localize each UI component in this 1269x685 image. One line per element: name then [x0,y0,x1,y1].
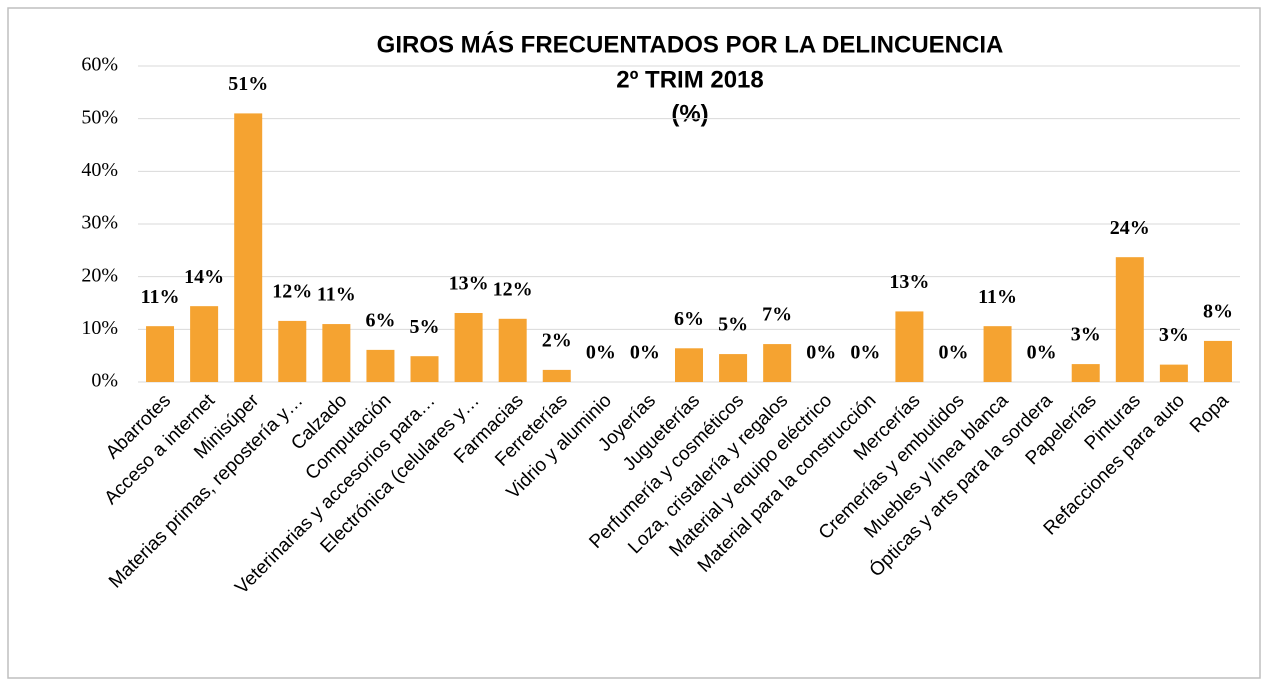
value-label: 13% [889,271,929,293]
bar [190,306,219,382]
value-label: 5% [410,316,440,338]
value-label: 6% [674,308,704,330]
bar [454,313,483,382]
value-label: 0% [806,342,836,364]
value-label: 0% [630,342,660,364]
value-label: 0% [586,342,616,364]
bar [278,320,307,382]
value-label: 11% [978,286,1017,308]
value-label: 8% [1203,301,1233,323]
value-label: 0% [1027,342,1057,364]
bar [410,356,439,382]
y-tick-label: 0% [91,370,118,392]
y-tick-label: 30% [81,212,118,234]
bar [146,326,175,382]
value-label: 11% [141,286,180,308]
bar [895,311,924,382]
value-label: 11% [317,284,356,306]
bar [675,348,703,382]
chart-annotation: (%) [671,100,708,127]
bar [763,344,792,382]
y-tick-label: 10% [81,317,118,339]
bar [1071,364,1100,382]
bar [719,354,748,382]
y-tick-label: 40% [81,159,118,181]
value-label: 12% [272,281,312,303]
value-label: 14% [184,266,224,288]
y-tick-label: 50% [81,106,118,128]
value-label: 12% [493,278,533,300]
bar [1203,340,1232,382]
value-label: 7% [762,304,792,326]
bar [366,349,395,382]
bar [498,318,527,382]
chart-subtitle: 2º TRIM 2018 [616,66,764,93]
bar [322,324,351,382]
bar [542,369,571,382]
value-label: 0% [938,342,968,364]
value-label: 51% [228,73,268,95]
bar [234,113,263,383]
value-label: 6% [365,309,395,331]
y-tick-label: 60% [81,54,118,76]
value-label: 5% [718,314,748,336]
value-label: 3% [1071,324,1101,346]
bar [1115,257,1144,382]
value-label: 24% [1110,217,1150,239]
chart-title: GIROS MÁS FRECUENTADOS POR LA DELINCUENC… [377,30,1004,58]
y-tick-label: 20% [81,264,118,286]
value-label: 13% [449,273,489,295]
value-label: 0% [850,342,880,364]
value-label: 2% [542,329,572,351]
bar [1159,364,1188,382]
bar [983,326,1012,382]
value-label: 3% [1159,324,1189,346]
